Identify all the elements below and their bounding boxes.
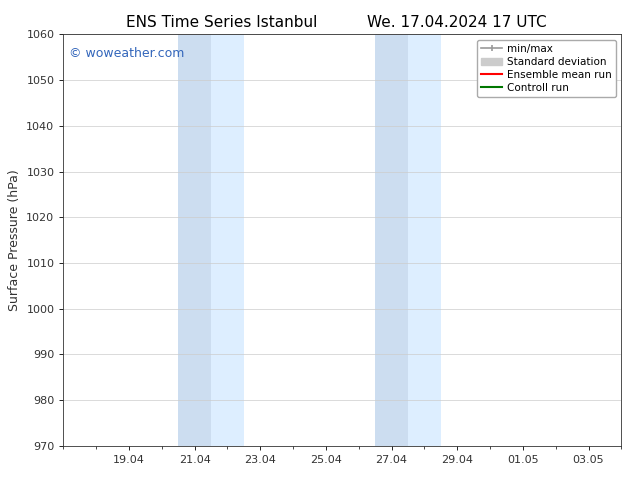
Bar (375, 34, 408, 446)
Text: © woweather.com: © woweather.com (69, 47, 184, 60)
Text: ENS Time Series Istanbul: ENS Time Series Istanbul (126, 15, 318, 30)
Legend: min/max, Standard deviation, Ensemble mean run, Controll run: min/max, Standard deviation, Ensemble me… (477, 40, 616, 97)
Bar (211, 34, 244, 446)
Text: We. 17.04.2024 17 UTC: We. 17.04.2024 17 UTC (366, 15, 547, 30)
Y-axis label: Surface Pressure (hPa): Surface Pressure (hPa) (8, 169, 21, 311)
Bar (178, 34, 211, 446)
Bar (408, 34, 441, 446)
